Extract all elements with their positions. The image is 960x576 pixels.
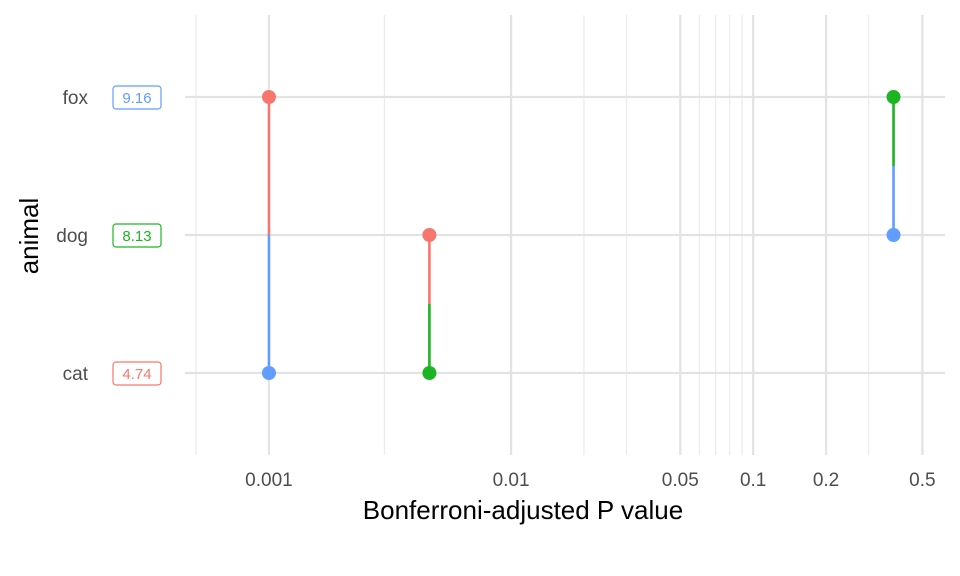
grid	[185, 15, 945, 455]
badge-label: 8.13	[122, 228, 151, 245]
point-fox	[262, 90, 276, 104]
tick-labels: fox dog cat 0.001 0.01 0.05 0.1 0.2 0.5	[56, 88, 935, 491]
badge-label: 4.74	[122, 366, 151, 383]
point-cat	[422, 366, 436, 380]
badge-label: 9.16	[122, 90, 151, 107]
point-cat	[262, 366, 276, 380]
x-tick-label: 0.01	[493, 470, 530, 491]
y-tick-label: dog	[56, 226, 88, 247]
y-tick-label: fox	[63, 88, 89, 109]
x-axis-title: Bonferroni-adjusted P value	[363, 495, 683, 525]
x-tick-label: 0.5	[909, 470, 935, 491]
x-tick-label: 0.1	[740, 470, 766, 491]
y-axis-title: animal	[14, 198, 44, 275]
point-fox	[887, 90, 901, 104]
point-dog	[887, 228, 901, 242]
x-tick-label: 0.2	[813, 470, 839, 491]
x-tick-label: 0.05	[662, 470, 699, 491]
point-dog	[422, 228, 436, 242]
x-tick-label: 0.001	[245, 470, 293, 491]
category-badges: 9.16 8.13 4.74	[113, 86, 161, 385]
y-tick-label: cat	[63, 364, 89, 385]
